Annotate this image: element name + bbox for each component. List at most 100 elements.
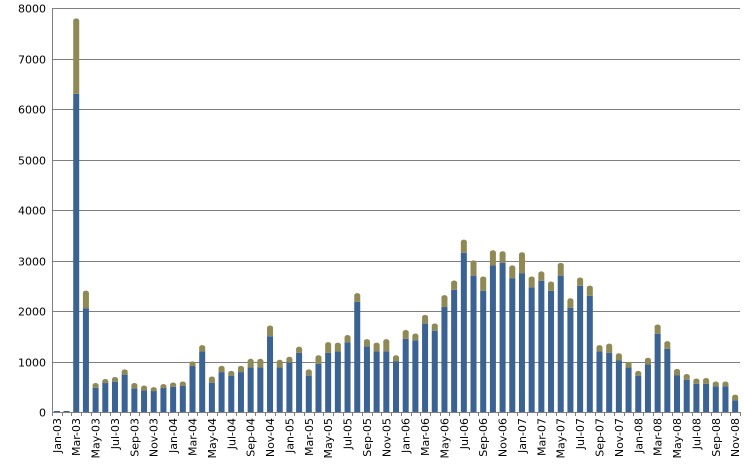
bar-top-Sep-06	[480, 278, 487, 291]
bar-cap-Sep-07	[596, 345, 603, 350]
bar-cap-Feb-05	[296, 346, 303, 352]
y-tick-label: 7000	[18, 54, 46, 67]
bar-base-Jun-06	[451, 289, 458, 412]
bar-cap-Sep-03	[131, 383, 138, 388]
bar-cap-Jan-04	[170, 382, 177, 387]
bar-base-May-04	[208, 382, 215, 412]
x-tick-label: May-05	[322, 418, 335, 459]
bar-top-May-07	[557, 265, 564, 276]
x-tick-label: Jul-06	[458, 418, 471, 450]
x-tick-label: Nov-08	[729, 418, 742, 457]
bar-top-Apr-08	[664, 343, 671, 349]
bar-cap-Nov-08	[732, 394, 739, 400]
bar-base-Jan-07	[518, 273, 525, 412]
bar-top-Sep-04	[247, 360, 254, 368]
x-tick-label: Sep-03	[128, 418, 141, 457]
bar-base-Nov-04	[267, 336, 274, 412]
bar-base-Feb-07	[528, 287, 535, 412]
bar-base-Nov-08	[732, 400, 739, 412]
bar-cap-May-07	[557, 262, 564, 268]
bar-base-Feb-05	[296, 352, 303, 412]
bar-cap-Mar-03	[73, 18, 80, 23]
bar-cap-Jun-03	[102, 378, 109, 384]
bar-base-May-03	[92, 387, 99, 412]
bar-base-Dec-05	[392, 361, 400, 412]
x-tick-label: Nov-05	[380, 418, 393, 457]
x-tick-label: Jan-08	[632, 418, 645, 454]
bar-top-Aug-06	[470, 262, 477, 276]
bar-base-Apr-04	[199, 351, 206, 412]
bar-base-Jan-03	[53, 410, 60, 412]
bar-base-Nov-06	[499, 263, 506, 412]
bar-cap-Oct-06	[489, 250, 496, 255]
bar-top-Feb-06	[412, 335, 419, 341]
bar-base-Apr-06	[431, 330, 438, 412]
bar-cap-May-06	[441, 295, 448, 300]
x-tick-label: Jan-04	[167, 418, 180, 454]
bar-cap-Nov-05	[383, 339, 390, 344]
x-tick-label: Mar-07	[535, 418, 548, 456]
x-tick-label: Sep-05	[361, 418, 374, 457]
x-tick-label: Jul-07	[574, 418, 587, 450]
bar-cap-Oct-04	[257, 358, 264, 364]
bar-base-Jun-04	[218, 372, 225, 412]
bar-top-Apr-06	[431, 325, 438, 331]
bar-cap-Dec-05	[392, 355, 400, 360]
bar-cap-Jul-08	[693, 378, 700, 383]
bar-top-Apr-07	[548, 283, 555, 291]
bar-cap-Feb-06	[412, 333, 419, 338]
bar-top-Sep-05	[363, 341, 370, 347]
bar-top-Nov-05	[383, 341, 390, 352]
bar-cap-Apr-03	[82, 290, 89, 296]
bar-base-Jul-04	[228, 375, 235, 412]
bar-base-Aug-04	[237, 372, 244, 412]
x-tick-label: May-04	[206, 418, 219, 459]
bar-top-Jul-07	[577, 279, 584, 286]
bar-base-Mar-05	[305, 375, 312, 412]
bar-cap-Mar-06	[422, 314, 429, 320]
x-tick-label: Nov-07	[613, 418, 626, 457]
gridlines	[52, 8, 740, 363]
bar-cap-Sep-08	[712, 381, 719, 386]
bar-base-Jul-05	[344, 342, 351, 412]
bar-top-Feb-07	[528, 278, 535, 288]
bar-cap-Oct-08	[722, 381, 729, 386]
bar-cap-Mar-04	[189, 361, 196, 366]
bar-base-Jan-05	[286, 362, 293, 412]
bar-base-Nov-05	[383, 351, 390, 412]
x-tick-label: Sep-04	[245, 418, 258, 457]
bar-top-Jun-06	[451, 282, 458, 290]
bar-base-Aug-08	[703, 383, 710, 412]
bar-base-Sep-07	[596, 351, 603, 412]
bars	[53, 18, 739, 412]
y-tick-label: 5000	[18, 155, 46, 168]
x-tick-label: Sep-07	[593, 418, 606, 457]
bar-cap-Nov-06	[499, 251, 506, 256]
x-tick-label: Nov-04	[264, 418, 277, 457]
bar-top-Dec-04	[276, 362, 283, 368]
bar-base-Jul-08	[693, 383, 700, 412]
bar-cap-Nov-03	[150, 387, 157, 392]
bar-cap-Jun-04	[218, 365, 225, 371]
bar-cap-Feb-07	[528, 276, 535, 281]
bar-base-Jun-08	[683, 379, 690, 412]
bar-cap-Jan-06	[402, 330, 409, 335]
bar-top-Jan-06	[402, 332, 409, 339]
bar-top-Jun-07	[567, 300, 574, 308]
bar-top-Jul-06	[460, 241, 467, 253]
bar-cap-Apr-07	[548, 281, 555, 286]
bar-base-Dec-06	[509, 278, 516, 412]
bar-base-Jun-05	[334, 351, 341, 412]
bar-cap-Oct-05	[373, 342, 380, 348]
bar-cap-Nov-07	[615, 353, 622, 358]
bar-base-Nov-07	[615, 360, 622, 412]
bar-top-Dec-06	[509, 267, 516, 279]
bar-cap-May-04	[208, 376, 215, 381]
bar-base-Aug-05	[354, 301, 361, 412]
bar-cap-Dec-07	[625, 361, 632, 367]
bar-cap-Feb-04	[179, 381, 186, 386]
bar-base-May-06	[441, 306, 448, 412]
bar-base-Mar-07	[538, 280, 545, 412]
bar-base-May-08	[674, 375, 681, 412]
bar-base-Sep-03	[131, 388, 138, 412]
